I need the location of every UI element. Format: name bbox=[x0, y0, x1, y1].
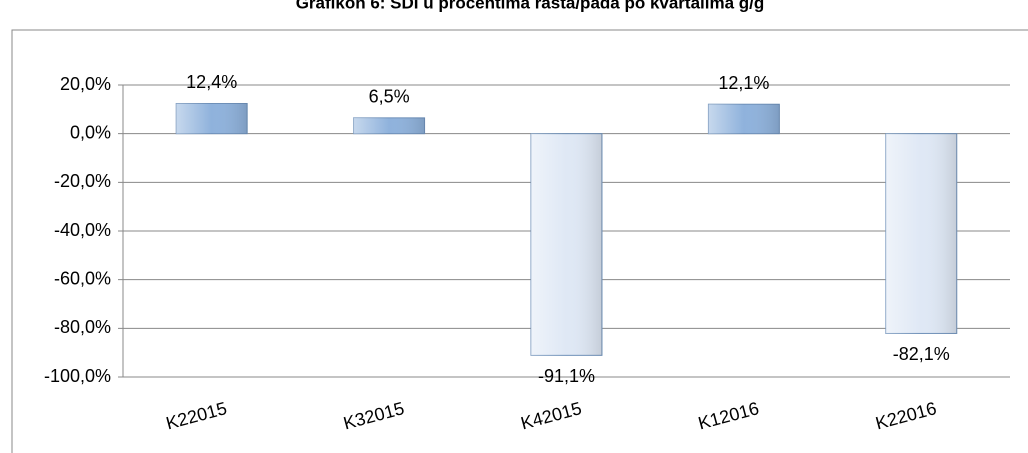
x-tick-label: K42015 bbox=[519, 398, 584, 433]
value-label: 6,5% bbox=[369, 87, 410, 107]
x-tick-label: K22016 bbox=[873, 398, 938, 433]
x-tick-label: K22015 bbox=[164, 398, 229, 433]
bar bbox=[353, 117, 426, 135]
y-tick-label: 20,0% bbox=[60, 74, 111, 94]
y-tick-label: -60,0% bbox=[54, 268, 111, 288]
chart-frame bbox=[11, 29, 1028, 453]
bar bbox=[885, 133, 958, 334]
y-tick-label: -80,0% bbox=[54, 317, 111, 337]
value-label: 12,4% bbox=[186, 72, 237, 92]
chart-title: Grafikon 6: SDI u procentima rasta/pada … bbox=[296, 0, 765, 12]
y-tick-label: -100,0% bbox=[44, 366, 111, 386]
y-tick-label: 0,0% bbox=[70, 122, 111, 142]
y-tick-label: -40,0% bbox=[54, 220, 111, 240]
bar bbox=[175, 102, 248, 135]
bar bbox=[530, 133, 603, 356]
x-tick-label: K12016 bbox=[696, 398, 761, 433]
y-tick-label: -20,0% bbox=[54, 171, 111, 191]
value-label: -82,1% bbox=[893, 344, 950, 364]
value-label: 12,1% bbox=[718, 73, 769, 93]
bar bbox=[707, 103, 780, 135]
value-label: -91,1% bbox=[538, 366, 595, 386]
x-tick-label: K32015 bbox=[341, 398, 406, 433]
